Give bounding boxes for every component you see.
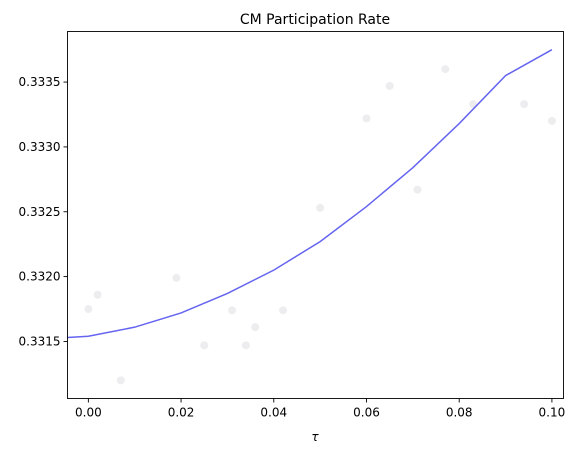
scatter-point xyxy=(441,65,450,74)
x-tick-label: 0.02 xyxy=(168,406,195,420)
chart-title: CM Participation Rate xyxy=(240,12,390,28)
scatter-point xyxy=(279,306,288,315)
scatter-point xyxy=(93,290,102,299)
scatter-point xyxy=(116,376,125,385)
x-tick-label: 0.08 xyxy=(446,406,473,420)
x-axis: 0.00 0.02 0.04 0.06 0.08 0.10 xyxy=(75,398,566,420)
x-tick-label: 0.06 xyxy=(353,406,380,420)
y-tick-label: 0.3325 xyxy=(19,205,61,219)
y-axis: 0.3315 0.3320 0.3325 0.3330 0.3335 xyxy=(19,75,68,348)
plot-frame xyxy=(67,31,564,399)
plot-area xyxy=(67,49,556,385)
scatter-point xyxy=(84,305,93,314)
scatter-point xyxy=(251,323,260,332)
scatter-point xyxy=(362,114,371,123)
scatter-point xyxy=(172,273,181,282)
series-line xyxy=(67,49,553,339)
y-tick-label: 0.3330 xyxy=(19,140,61,154)
scatter-point xyxy=(241,341,250,350)
x-axis-label: τ xyxy=(311,430,319,444)
x-tick-label: 0.04 xyxy=(260,406,287,420)
scatter-point xyxy=(200,341,209,350)
y-tick-label: 0.3315 xyxy=(19,334,61,348)
x-tick-label: 0.00 xyxy=(75,406,102,420)
y-tick-label: 0.3320 xyxy=(19,270,61,284)
x-tick-label: 0.10 xyxy=(539,406,566,420)
scatter-point xyxy=(413,185,422,194)
scatter-point xyxy=(385,81,394,90)
scatter-point xyxy=(228,306,237,315)
scatter-point xyxy=(520,100,529,109)
scatter-point xyxy=(547,116,556,125)
y-tick-label: 0.3335 xyxy=(19,75,61,89)
scatter-point xyxy=(316,203,325,212)
